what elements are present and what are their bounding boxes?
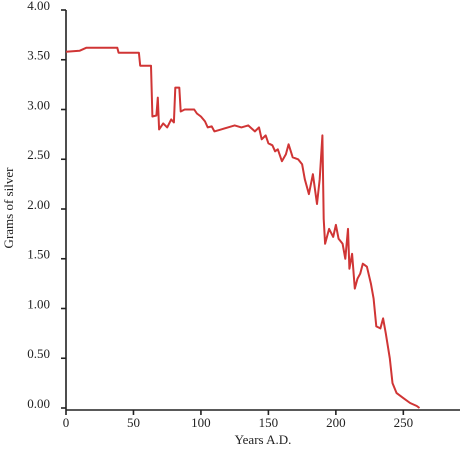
y-tick-label: 2.50 <box>27 147 50 162</box>
y-tick-label: 1.50 <box>27 247 50 262</box>
y-tick-label: 2.00 <box>27 197 50 212</box>
x-tick-label: 200 <box>326 415 346 430</box>
y-tick-label: 0.00 <box>27 396 50 411</box>
y-tick-label: 1.00 <box>27 296 50 311</box>
x-tick-label: 50 <box>127 415 140 430</box>
x-tick-label: 150 <box>259 415 279 430</box>
x-axis-label: Years A.D. <box>235 432 292 447</box>
data-line <box>65 46 421 409</box>
y-tick-label: 3.00 <box>27 97 50 112</box>
y-tick-label: 0.50 <box>27 346 50 361</box>
x-tick-label: 100 <box>191 415 211 430</box>
y-tick-label: 4.00 <box>27 0 50 13</box>
x-tick-label: 0 <box>63 415 70 430</box>
x-tick-label: 250 <box>394 415 414 430</box>
y-axis-label: Grams of silver <box>1 167 16 249</box>
y-tick-label: 3.50 <box>27 48 50 63</box>
